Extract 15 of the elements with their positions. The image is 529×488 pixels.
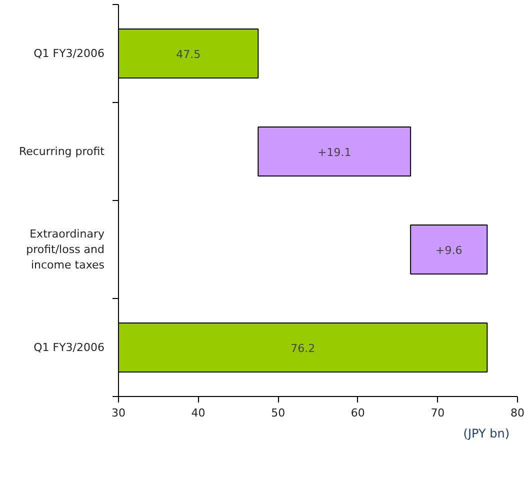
y-tick-label: Extraordinary profit/loss and income taxes (26, 227, 105, 272)
x-tick-label: 70 (430, 406, 445, 420)
x-tick-label: 40 (191, 406, 206, 420)
y-tick-label: Q1 FY3/2006 (34, 341, 105, 354)
x-axis-title: (JPY bn) (463, 426, 510, 440)
x-tick-label: 30 (112, 406, 126, 420)
data-label: 76.2 (290, 342, 316, 355)
x-tick-label: 80 (510, 406, 524, 420)
data-label: +19.1 (318, 146, 352, 159)
y-tick-label: Recurring profit (18, 145, 106, 158)
data-label: 47.5 (176, 48, 201, 61)
x-tick-label: 50 (271, 406, 286, 420)
y-tick-label: Q1 FY3/2006 (34, 47, 105, 60)
data-label: +9.6 (436, 244, 462, 257)
x-tick-label: 60 (350, 406, 365, 420)
